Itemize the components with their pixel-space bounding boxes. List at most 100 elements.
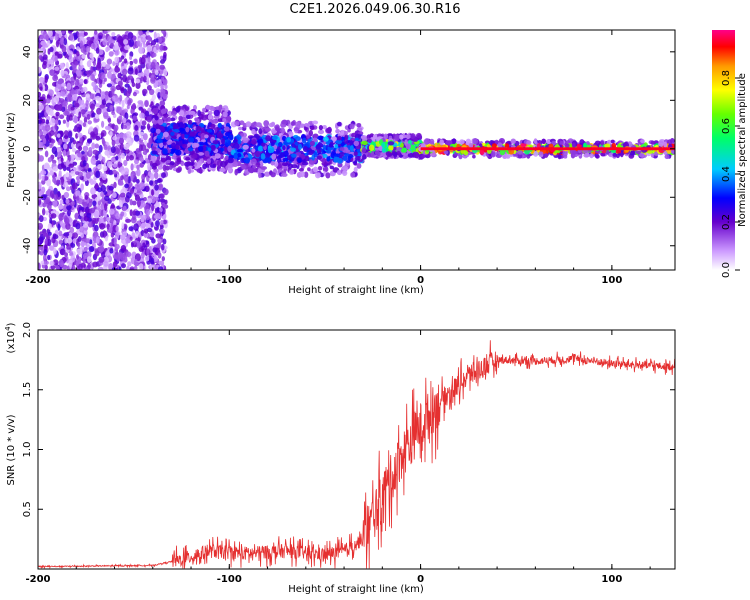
spectrogram-signal-mark [213,114,220,119]
spectrogram-signal-mark [344,134,349,140]
spectrogram-noise-mark [92,180,97,185]
spectrogram-signal-mark [291,143,296,149]
spectrogram-noise-mark [76,69,82,77]
spectrogram-signal-mark [197,154,204,159]
spectrogram-noise-mark [57,53,63,59]
spectrogram-noise-mark [114,66,121,73]
spectrogram-noise-mark [45,105,50,114]
spectrogram-noise-mark [107,71,112,79]
spectrogram-noise-mark [158,37,163,44]
spectrogram-noise-mark [150,40,157,46]
spectrogram-noise-mark [136,150,142,158]
spectrogram-noise-mark [113,261,118,268]
spectrogram-signal-mark [227,145,232,153]
spectrogram-signal-mark [413,137,418,142]
spectrogram-noise-mark [159,193,165,199]
spectrogram-noise-mark [39,86,43,91]
spectrogram-noise-mark [134,68,138,75]
spectrogram-signal-mark [334,153,341,158]
spectrogram-noise-mark [135,196,141,201]
spectrogram-noise-mark [54,51,59,56]
spectrogram-signal-mark [321,161,328,166]
spectrogram-noise-mark [139,182,145,190]
spectrogram-signal-mark [191,142,199,149]
spectrogram-signal-mark [413,151,420,159]
spectrogram-signal-mark [349,140,354,146]
spectrogram-signal-mark [331,136,337,141]
spectrogram-signal-mark [258,172,262,179]
spectrogram-signal-mark [150,127,157,134]
spectrogram-signal-mark [216,132,223,139]
spectrogram-signal-mark [264,152,271,158]
spectrogram-noise-mark [54,66,60,71]
spectrogram-noise-mark [115,84,121,91]
spectrogram-noise-mark [101,61,107,67]
spectrogram-noise-mark [70,80,75,86]
spectrogram-noise-mark [93,37,99,45]
spectrogram-noise-mark [38,77,45,83]
spectrogram-signal-mark [325,172,331,179]
spectrogram-noise-mark [52,234,59,240]
spectrogram-signal-mark [180,161,185,167]
spectrogram-noise-mark [54,150,58,158]
spectrogram-noise-mark [116,106,122,114]
spectrogram-signal-mark [373,134,378,140]
spectrogram-signal-mark [287,163,293,170]
spectrogram-signal-mark [274,161,279,168]
spectrogram-signal-mark [249,167,255,173]
spectrogram-noise-mark [85,70,91,75]
spectrogram-noise-mark [143,75,147,82]
spectrogram-noise-mark [92,261,98,268]
spectrogram-noise-mark [157,240,162,249]
spectrogram-noise-mark [95,196,101,202]
spectrogram-signal-mark [178,127,185,132]
spectrogram-signal-mark [353,166,358,173]
spectrogram-noise-mark [134,159,139,165]
spectrogram-noise-mark [82,122,87,128]
spectrogram-noise-mark [65,186,71,192]
spectrogram-noise-mark [75,222,81,230]
spectrogram-signal-mark [296,172,302,178]
spectrogram-noise-mark [119,94,123,102]
spectrogram-noise-mark [110,157,116,163]
spectrogram-noise-mark [74,80,79,88]
spectrogram-noise-mark [41,179,46,185]
spectrogram-noise-mark [72,238,77,244]
spectrogram-noise-mark [108,51,114,57]
spectrogram-signal-mark [159,132,164,137]
spectrogram-noise-mark [98,35,103,40]
spectrogram-noise-mark [128,39,135,47]
spectrogram-signal-mark [197,146,204,152]
spectrogram-signal-mark [162,131,169,138]
spectrogram-noise-mark [161,256,165,262]
spectrogram-noise-mark [130,163,134,171]
spectrogram-noise-mark [43,254,47,262]
spectrogram-noise-mark [121,170,125,176]
spectrogram-noise-mark [112,44,119,51]
spectrogram-noise-mark [42,31,48,39]
spectrogram-signal-mark [169,161,175,166]
spectrogram-noise-mark [42,202,47,208]
spectrogram-noise-mark [98,73,102,78]
spectrogram-noise-mark [63,143,68,150]
spectrogram-signal-mark [409,144,416,151]
spectrogram-noise-mark [86,113,91,120]
spectrogram-noise-mark [138,46,145,54]
spectrogram-noise-mark [99,231,105,238]
spectrogram-noise-mark [79,225,85,233]
spectrogram-noise-mark [135,230,139,239]
spectrogram-signal-mark [401,147,408,153]
spectrogram-noise-mark [44,76,48,83]
spectrogram-signal-mark [160,157,167,163]
spectrogram-signal-mark [399,134,404,140]
spectrogram-noise-mark [40,170,47,176]
spectrogram-noise-mark [120,87,125,94]
spectrogram-noise-mark [38,54,43,60]
spectrogram-noise-mark [63,110,70,116]
spectrogram-noise-mark [140,76,144,81]
spectrogram-noise-mark [99,104,106,109]
spectrogram-signal-mark [381,147,386,153]
spectrogram-noise-mark [96,107,102,115]
spectrogram-noise-mark [72,64,77,73]
spectrogram-noise-mark [160,83,164,90]
